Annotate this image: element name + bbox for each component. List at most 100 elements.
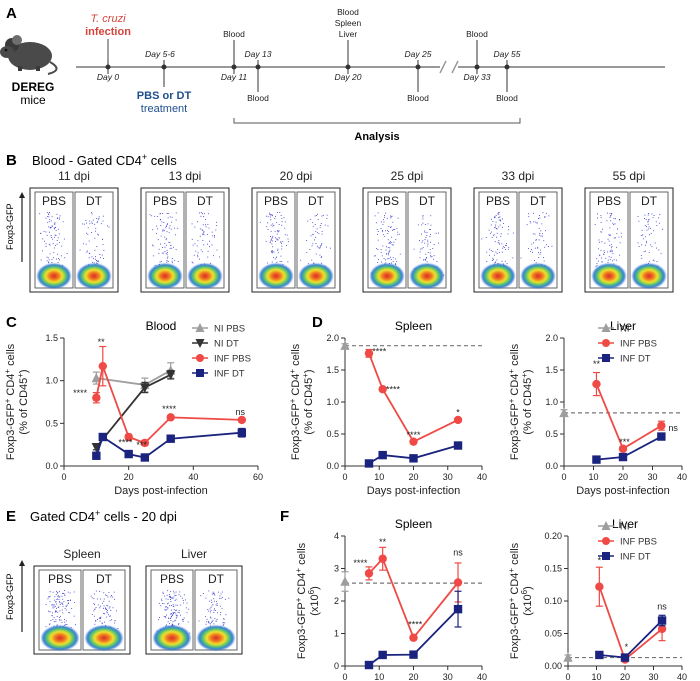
flow-event-dot bbox=[602, 228, 603, 230]
flow-event-dot bbox=[200, 595, 202, 597]
flow-event-dot bbox=[279, 261, 281, 262]
flow-event-dot bbox=[650, 227, 651, 229]
flow-event-dot bbox=[201, 229, 203, 231]
flow-event-dot bbox=[210, 599, 212, 601]
flow-event-dot bbox=[389, 247, 391, 249]
flow-event-dot bbox=[533, 212, 534, 214]
flow-event-dot bbox=[97, 604, 99, 606]
flow-event-dot bbox=[166, 238, 167, 240]
flow-event-dot bbox=[69, 612, 71, 614]
flow-event-dot bbox=[656, 225, 658, 226]
timeline-day-label: Day 33 bbox=[464, 72, 491, 82]
flow-event-dot bbox=[210, 611, 211, 613]
flow-event-dot bbox=[382, 231, 383, 233]
flow-event-dot bbox=[63, 592, 64, 594]
timeline-sample-label: Blood bbox=[247, 93, 269, 103]
flow-event-dot bbox=[53, 227, 55, 229]
y-axis-label-sup: + bbox=[3, 369, 12, 374]
flow-event-dot bbox=[275, 216, 276, 218]
flow-event-dot bbox=[611, 213, 612, 215]
flow-event-dot bbox=[99, 607, 101, 609]
flow-event-dot bbox=[103, 613, 105, 614]
flow-event-dot bbox=[103, 607, 104, 609]
panel-f-label: F bbox=[280, 508, 289, 525]
y-axis-label-part: Foxp3-GFP bbox=[509, 403, 521, 460]
flow-event-dot bbox=[486, 251, 488, 253]
data-point-marker bbox=[364, 459, 374, 468]
flow-event-dot bbox=[419, 240, 420, 241]
flow-event-dot bbox=[430, 241, 431, 243]
data-point-marker bbox=[409, 454, 418, 463]
flow-event-dot bbox=[390, 215, 391, 217]
flow-event-dot bbox=[641, 257, 643, 259]
flow-event-dot bbox=[382, 230, 384, 231]
flow-event-dot bbox=[273, 224, 275, 226]
flow-event-dot bbox=[173, 612, 175, 613]
flow-event-dot bbox=[284, 221, 286, 223]
flow-event-dot bbox=[596, 264, 598, 266]
flow-event-dot bbox=[382, 219, 384, 221]
y-axis-label: Foxp3-GFP+ CD4+ cells bbox=[3, 343, 17, 460]
flow-event-dot bbox=[67, 603, 69, 604]
significance-label: ns bbox=[235, 407, 245, 417]
y-axis-label-line2: (% of CD45+) bbox=[16, 369, 30, 434]
flow-event-dot bbox=[59, 596, 61, 598]
flow-event-dot bbox=[198, 620, 200, 622]
flow-event-dot bbox=[211, 602, 213, 603]
significance-label: **** bbox=[372, 347, 387, 357]
significance-label: *** bbox=[136, 440, 147, 450]
flow-event-dot bbox=[538, 252, 539, 253]
series-ni-dt bbox=[91, 369, 176, 453]
flow-event-dot bbox=[203, 216, 204, 218]
flow-event-dot bbox=[496, 253, 498, 254]
flow-event-dot bbox=[306, 240, 308, 241]
flow-event-dot bbox=[617, 228, 618, 230]
flow-event-dot bbox=[381, 255, 383, 257]
flow-event-dot bbox=[528, 248, 529, 250]
flow-event-dot bbox=[212, 591, 214, 593]
flow-event-dot bbox=[56, 218, 58, 219]
y-tick-label: 1.5 bbox=[45, 333, 58, 343]
x-tick-label: 20 bbox=[620, 672, 630, 681]
flow-event-dot bbox=[481, 238, 483, 240]
flow-event-dot bbox=[91, 232, 93, 233]
gate-pbs-label: PBS bbox=[597, 194, 621, 208]
flow-event-dot bbox=[596, 258, 598, 260]
flow-event-dot bbox=[284, 227, 286, 229]
flow-event-dot bbox=[50, 220, 52, 222]
flow-event-dot bbox=[385, 253, 387, 255]
flow-event-dot bbox=[537, 247, 539, 249]
flow-event-dot bbox=[40, 233, 42, 234]
flow-event-dot bbox=[176, 615, 177, 617]
x-tick-label: 10 bbox=[588, 472, 598, 482]
flow-event-dot bbox=[606, 220, 608, 222]
flow-event-dot bbox=[616, 246, 618, 248]
flow-event-dot bbox=[202, 233, 204, 235]
flow-event-dot bbox=[421, 248, 423, 250]
flow-event-dot bbox=[101, 622, 103, 624]
flow-event-dot bbox=[171, 616, 172, 617]
flow-event-dot bbox=[612, 222, 614, 224]
flow-event-dot bbox=[321, 256, 322, 258]
data-point-marker bbox=[195, 339, 205, 348]
flow-event-dot bbox=[48, 261, 50, 263]
flow-event-dot bbox=[108, 226, 110, 228]
y-axis-label-part: cells bbox=[290, 343, 302, 369]
flow-event-dot bbox=[172, 598, 174, 599]
flow-event-dot bbox=[167, 603, 168, 605]
flow-event-dot bbox=[326, 214, 328, 216]
flow-plot-title: 11 dpi bbox=[58, 169, 90, 183]
flow-event-dot bbox=[54, 599, 56, 601]
flow-event-dot bbox=[600, 215, 602, 217]
flow-event-dot bbox=[528, 216, 530, 218]
data-point-marker bbox=[409, 437, 418, 446]
flow-event-dot bbox=[39, 213, 41, 215]
flow-event-dot bbox=[270, 219, 272, 221]
flow-event-dot bbox=[539, 253, 541, 255]
flow-event-dot bbox=[609, 227, 611, 229]
flow-event-dot bbox=[532, 233, 534, 235]
flow-event-dot bbox=[95, 227, 97, 229]
flow-event-dot bbox=[169, 225, 171, 227]
